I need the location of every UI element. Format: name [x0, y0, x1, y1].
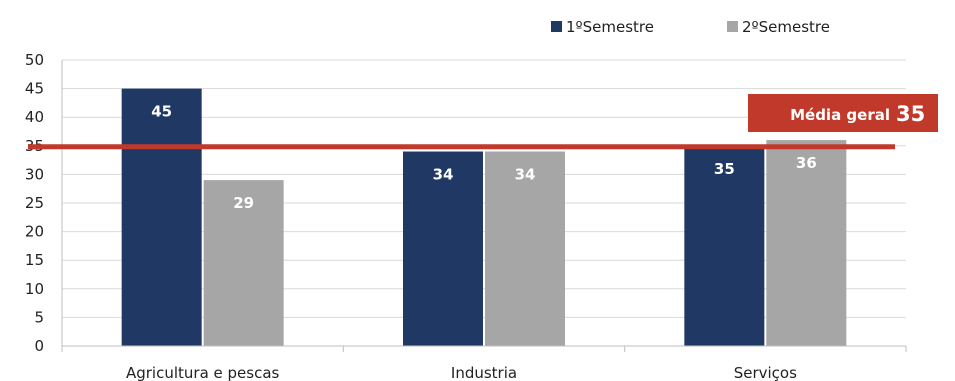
- data-label: 34: [433, 166, 454, 184]
- y-tick-label: 50: [25, 51, 44, 69]
- y-tick-label: 40: [25, 108, 44, 126]
- y-tick-label: 45: [25, 80, 44, 98]
- y-tick-label: 10: [25, 280, 44, 298]
- data-label: 45: [151, 103, 172, 121]
- x-category-label: Serviços: [734, 364, 797, 381]
- reference-line-group: Média geral 35: [28, 94, 938, 150]
- legend: 1ºSemestre 2ºSemestre: [551, 18, 830, 36]
- y-tick-label: 30: [25, 165, 44, 183]
- y-tick-label: 25: [25, 194, 44, 212]
- data-label: 34: [515, 166, 536, 184]
- reference-label-box: [748, 94, 938, 132]
- y-tick-label: 15: [25, 251, 44, 269]
- bars: [121, 88, 847, 346]
- bar: [121, 88, 202, 346]
- bar: [203, 180, 284, 346]
- bar: [403, 151, 483, 346]
- y-tick-label: 0: [34, 337, 44, 355]
- data-label: 29: [233, 194, 254, 212]
- bar: [684, 145, 765, 346]
- data-label: 36: [796, 154, 817, 172]
- data-label: 35: [714, 160, 735, 178]
- x-category-label: Agricultura e pescas: [126, 364, 280, 381]
- x-category-label: Industria: [451, 364, 517, 381]
- legend-label: 1ºSemestre: [566, 18, 654, 36]
- reference-label-text: Média geral: [790, 106, 890, 124]
- legend-swatch: [551, 21, 562, 32]
- bar: [766, 140, 847, 346]
- data-labels: 45 29 34 34 35 36: [151, 103, 817, 213]
- legend-label: 2ºSemestre: [742, 18, 830, 36]
- reference-label-value: 35: [896, 102, 925, 126]
- axes: 0 5 10 15 20 25 30 35 40 45 50 Agricultura e pescas…: [25, 51, 907, 381]
- bar: [485, 151, 565, 346]
- y-tick-label: 5: [34, 308, 44, 326]
- y-tick-label: 20: [25, 223, 44, 241]
- legend-swatch: [727, 21, 738, 32]
